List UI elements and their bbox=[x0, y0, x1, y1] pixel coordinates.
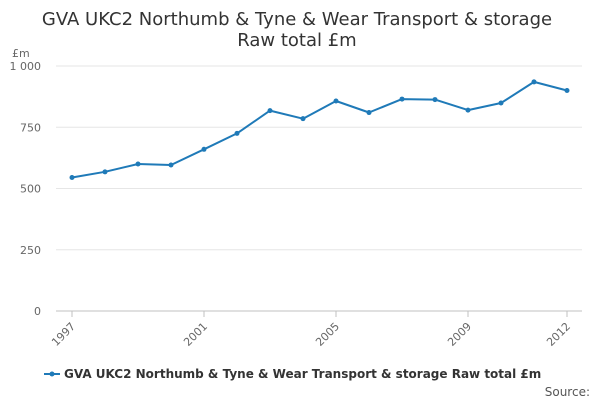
series-line bbox=[71, 80, 568, 179]
source-label: Source: bbox=[545, 385, 590, 399]
data-point[interactable] bbox=[333, 98, 339, 104]
y-axis-label: £m bbox=[12, 47, 30, 60]
data-point[interactable] bbox=[465, 107, 471, 113]
y-tick-label: 250 bbox=[20, 244, 41, 257]
y-tick-label: 750 bbox=[20, 121, 41, 134]
chart-subtitle: Raw total £m bbox=[237, 30, 356, 51]
x-tick-label: 2012 bbox=[544, 320, 573, 349]
legend-dot-marker bbox=[49, 371, 55, 377]
data-point[interactable] bbox=[498, 100, 504, 106]
x-tick-label: 2009 bbox=[445, 320, 474, 349]
y-tick-label: 500 bbox=[20, 183, 41, 196]
chart-title: GVA UKC2 Northumb & Tyne & Wear Transpor… bbox=[42, 9, 552, 30]
data-point[interactable] bbox=[564, 88, 570, 93]
data-point[interactable] bbox=[366, 110, 372, 116]
data-point[interactable] bbox=[168, 162, 174, 168]
data-point[interactable] bbox=[201, 146, 207, 152]
legend-label: GVA UKC2 Northumb & Tyne & Wear Transpor… bbox=[64, 367, 541, 381]
data-point[interactable] bbox=[267, 108, 273, 114]
data-point[interactable] bbox=[432, 97, 438, 103]
y-tick-label: 0 bbox=[34, 305, 41, 318]
y-tick-labels: 0 250 500 750 1 000 bbox=[10, 60, 42, 318]
x-tick-label: 2001 bbox=[181, 320, 210, 349]
x-tick-label: 2005 bbox=[313, 320, 342, 349]
series-layer bbox=[69, 79, 570, 180]
y-tick-label: 1 000 bbox=[10, 60, 42, 73]
data-point[interactable] bbox=[300, 116, 306, 122]
data-point[interactable] bbox=[531, 79, 537, 85]
data-point[interactable] bbox=[102, 169, 108, 175]
data-point[interactable] bbox=[135, 161, 141, 167]
data-point[interactable] bbox=[234, 130, 240, 136]
data-point[interactable] bbox=[399, 96, 405, 102]
data-point[interactable] bbox=[69, 174, 75, 180]
legend[interactable]: GVA UKC2 Northumb & Tyne & Wear Transpor… bbox=[44, 367, 541, 381]
grid-lines bbox=[56, 65, 582, 312]
x-tick-labels: 1997 2001 2005 2009 2012 bbox=[49, 311, 573, 349]
x-tick-label: 1997 bbox=[49, 320, 78, 349]
